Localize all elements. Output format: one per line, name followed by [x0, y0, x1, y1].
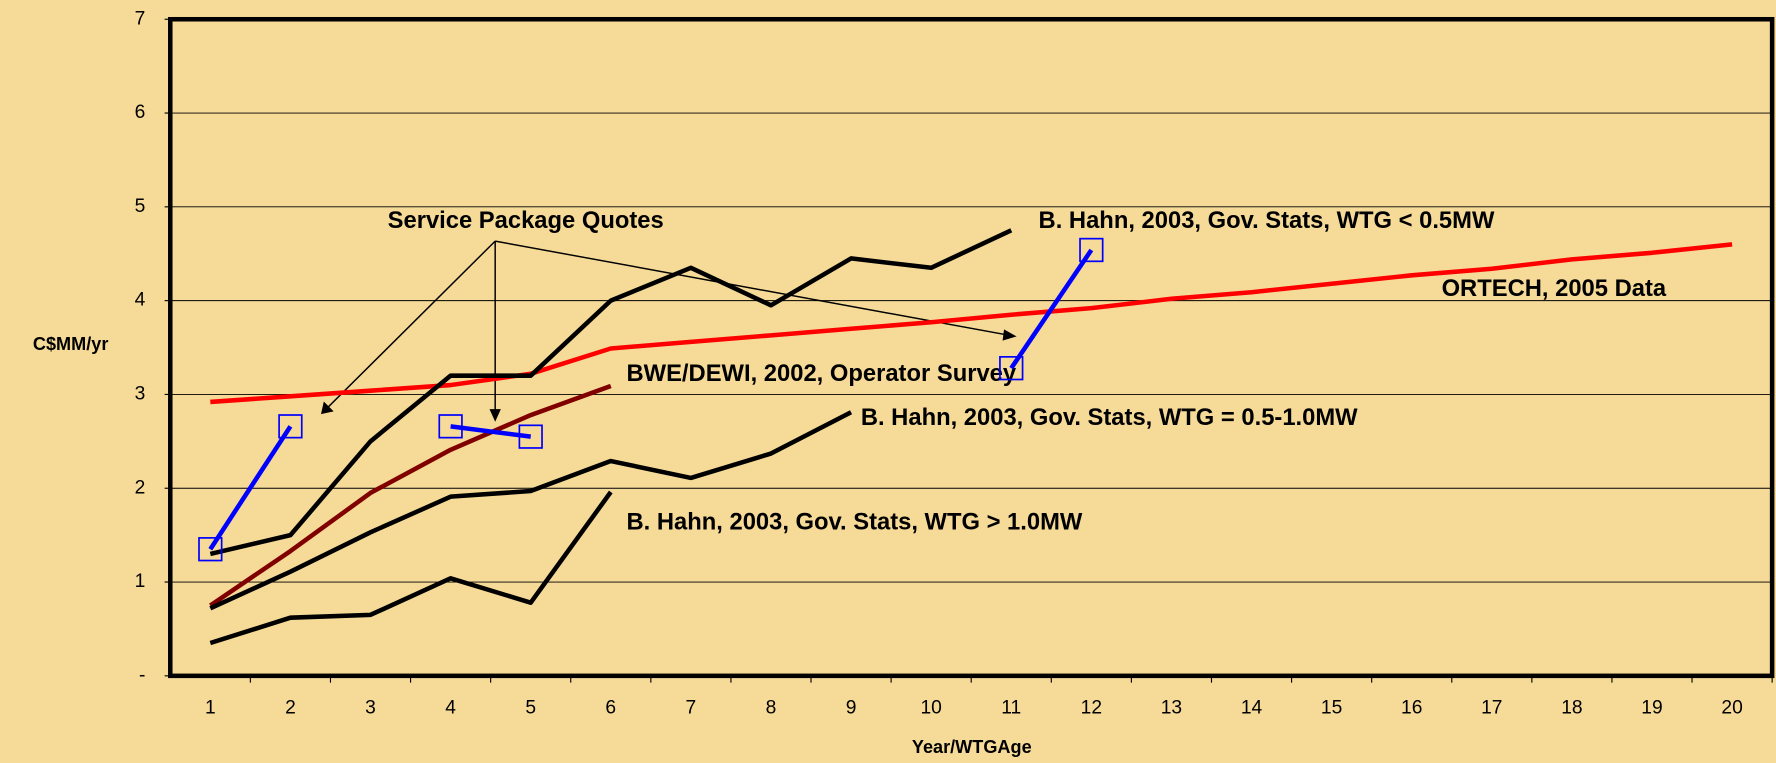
x-tick-label: 6 — [605, 698, 616, 719]
series-line — [450, 424, 531, 439]
arrow-head — [321, 401, 334, 415]
arrow-head — [1002, 329, 1017, 341]
x-tick-label: 17 — [1481, 698, 1502, 719]
series-label: B. Hahn, 2003, Gov. Stats, WTG > 1.0MW — [626, 508, 1082, 535]
series-line — [210, 242, 1733, 405]
x-tick-label: 10 — [920, 698, 941, 719]
series-line — [209, 410, 853, 611]
x-tick-label: 16 — [1401, 698, 1422, 719]
series-label: B. Hahn, 2003, Gov. Stats, WTG = 0.5-1.0… — [861, 404, 1358, 431]
point-marker — [198, 537, 223, 562]
x-tick-label: 3 — [365, 698, 376, 719]
series-label: ORTECH, 2005 Data — [1442, 275, 1667, 302]
series-label: BWE/DEWI, 2002, Operator Survey — [626, 360, 1016, 387]
x-tick-label: 12 — [1081, 698, 1102, 719]
series-label: Service Package Quotes — [388, 207, 664, 234]
series-line — [209, 228, 1013, 557]
x-tick-label: 18 — [1561, 698, 1582, 719]
x-tick-label: 14 — [1241, 698, 1263, 719]
y-tick-label: 2 — [135, 477, 146, 498]
y-tick-label: 5 — [135, 196, 146, 217]
series-line — [1009, 248, 1094, 370]
x-tick-label: 20 — [1721, 698, 1742, 719]
arrow — [324, 240, 496, 411]
x-tick-label: 15 — [1321, 698, 1342, 719]
series-line — [209, 383, 612, 608]
point-marker — [999, 356, 1024, 381]
arrow-head — [489, 409, 501, 422]
series-line — [209, 490, 613, 646]
y-tick-label: 3 — [135, 384, 146, 405]
point-marker — [518, 424, 543, 449]
y-tick-label: - — [139, 665, 145, 686]
point-marker — [438, 414, 463, 439]
annotation-arrows — [321, 240, 1017, 422]
point-marker — [1079, 237, 1104, 263]
series-line — [208, 425, 293, 551]
x-tick-label: 19 — [1641, 698, 1662, 719]
y-tick-label: 6 — [135, 102, 146, 123]
series-label: B. Hahn, 2003, Gov. Stats, WTG < 0.5MW — [1039, 207, 1495, 234]
x-tick-label: 1 — [205, 698, 216, 719]
x-tick-label: 5 — [525, 698, 536, 719]
plot-border — [168, 16, 1775, 679]
y-tick-label: 7 — [135, 8, 146, 29]
x-tick-label: 2 — [285, 698, 296, 719]
x-tick-label: 8 — [766, 698, 777, 719]
x-axis-label: Year/WTGAge — [912, 737, 1032, 757]
y-tick-label: 1 — [135, 571, 146, 592]
y-axis-label: C$MM/yr — [33, 334, 108, 354]
x-tick-label: 9 — [846, 698, 857, 719]
y-tick-label: 4 — [135, 290, 146, 311]
x-tick-label: 4 — [445, 698, 456, 719]
point-marker — [278, 414, 303, 439]
x-tick-label: 7 — [686, 698, 697, 719]
x-tick-label: 11 — [1001, 698, 1021, 719]
arrow — [495, 240, 1009, 336]
x-tick-label: 13 — [1161, 698, 1182, 719]
